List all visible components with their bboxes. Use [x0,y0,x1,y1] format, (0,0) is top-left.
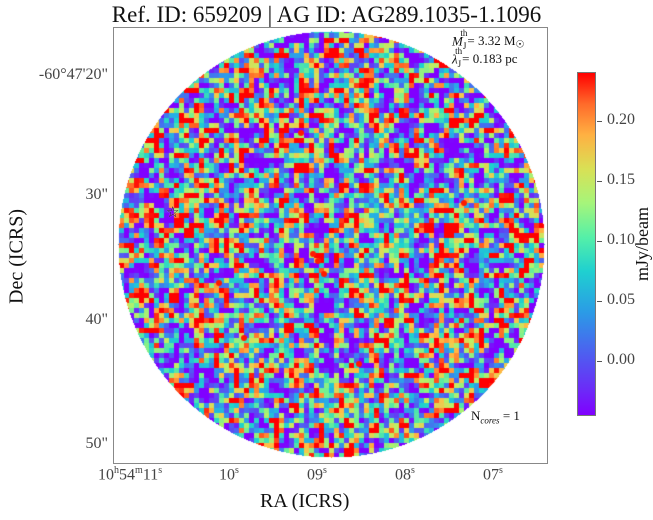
ncores-sub: cores [480,415,500,426]
colorbar-tick-label: 0.20 [607,111,635,128]
length-value: = 0.183 pc [462,51,518,67]
ncores-value: = 1 [499,408,520,423]
y-tick-label: 40" [85,311,108,328]
x-tick-s: s [235,465,239,476]
mass-sub: J [462,40,467,51]
colorbar-tick [597,181,602,182]
colorbar-tick [597,121,602,122]
x-tick-label: 08s [395,465,415,484]
x-tick-seconds: 11 [142,466,159,484]
colorbar-tick [597,361,602,362]
x-tick-label: 10h54m11s [98,465,162,484]
length-symbol: λ [452,51,458,67]
length-sub: J [457,58,462,69]
colorbar-tick [597,301,602,302]
x-tick-label: 07s [483,465,503,484]
x-tick-minutes: 54 [119,466,135,484]
colorbar-tick-label: 0.05 [607,291,635,308]
jeans-length-annotation: λJth= 0.183 pc [452,46,518,69]
solar-mass-symbol: ☉ [515,39,525,51]
colorbar-tick-label: 0.00 [607,351,635,368]
colorbar-unit-label: mJy/beam [632,207,652,281]
x-tick-seconds: 10 [219,466,235,484]
y-axis-label: Dec (ICRS) [5,209,28,304]
mass-sup: th [460,28,468,38]
x-tick-seconds: 09 [307,466,323,484]
x-tick-s: s [158,465,163,476]
continuum-map-image [114,28,547,463]
mass-symbol: M [452,33,463,49]
x-axis-label: RA (ICRS) [260,490,350,512]
plot-title: Ref. ID: 659209 | AG ID: AG289.1035-1.10… [111,2,542,27]
map-frame: MJth= 3.32 M☉ λJth= 0.183 pc Ncores = 1 … [113,27,548,464]
colorbar-tick [597,241,602,242]
colorbar-tick-label: 0.15 [607,171,635,188]
x-tick-s: s [323,465,327,476]
x-tick-hours: 10 [98,466,114,484]
y-tick-label: 50" [85,435,108,452]
y-tick-label: 30" [85,186,108,203]
colorbar [577,72,596,416]
ncores-annotation: Ncores = 1 [471,408,520,426]
mass-value: = 3.32 M [467,33,516,49]
colorbar-tick-label: 0.10 [607,231,635,248]
y-tick-label: -60°47'20" [38,66,108,83]
jeans-mass-annotation: MJth= 3.32 M☉ [452,28,525,51]
x-tick-seconds: 08 [395,466,411,484]
x-tick-s: s [499,465,503,476]
x-tick-m: m [135,465,143,476]
x-tick-seconds: 07 [483,466,499,484]
x-tick-s: s [411,465,415,476]
length-sup: th [455,46,463,56]
x-tick-label: 09s [307,465,327,484]
x-tick-h: h [114,465,119,476]
ncores-prefix: N [471,408,481,423]
x-tick-label: 10s [219,465,239,484]
core-star-icon: ☆ [166,205,180,221]
